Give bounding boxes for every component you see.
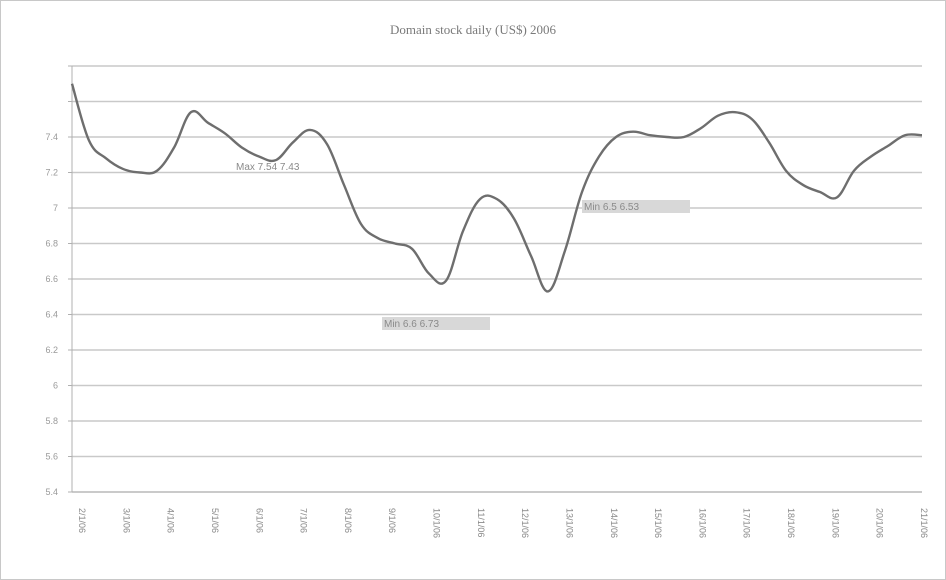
x-tick-label: 7/1/06: [299, 508, 309, 533]
y-tick-label: 7: [53, 203, 58, 213]
gridlines: [72, 65, 922, 493]
x-tick-label: 18/1/06: [786, 508, 796, 538]
series-layer: [70, 83, 923, 293]
annotation-label: Min 6.6 6.73: [384, 319, 439, 330]
y-tick-label: 7.2: [45, 168, 58, 178]
x-tick-label: 17/1/06: [742, 508, 752, 538]
y-tick-label: 7.4: [45, 132, 58, 142]
x-tick-label: 5/1/06: [210, 508, 220, 533]
annotations-layer: Max 7.54 7.43 Min 6.6 6.73 Min 6.5 6.53: [236, 162, 690, 330]
x-tick-label: 13/1/06: [564, 508, 574, 538]
y-tick-label: 6.6: [45, 274, 58, 284]
y-tick-label: 5.4: [45, 487, 58, 497]
y-tick-label: 6.4: [45, 310, 58, 320]
x-tick-label: 6/1/06: [254, 508, 264, 533]
annotation-label: Min 6.5 6.53: [584, 202, 639, 213]
x-tick-label: 14/1/06: [609, 508, 619, 538]
y-tick-label: 5.6: [45, 452, 58, 462]
x-tick-label: 12/1/06: [520, 508, 530, 538]
y-axis: 5.4 5.6 5.8 6 6.2 6.4 6.6 6.8 7 7.2 7.4: [45, 65, 922, 497]
annotation-bg: [382, 317, 490, 330]
y-tick-label: 6.8: [45, 239, 58, 249]
annotation-label: Max 7.54 7.43: [236, 162, 300, 173]
x-tick-label: 16/1/06: [697, 508, 707, 538]
y-tick-label: 6.2: [45, 345, 58, 355]
x-tick-label: 11/1/06: [476, 508, 486, 537]
x-tick-label: 9/1/06: [387, 508, 397, 533]
x-tick-label: 20/1/06: [875, 508, 885, 538]
x-tick-label: 3/1/06: [121, 508, 131, 533]
x-axis: 2/1/06 3/1/06 4/1/06 5/1/06 6/1/06 7/1/06 8/1/…: [77, 508, 929, 538]
x-tick-label: 19/1/06: [830, 508, 840, 538]
x-tick-label: 10/1/06: [432, 508, 442, 538]
y-tick-label: 6: [53, 381, 58, 391]
x-tick-label: 21/1/06: [919, 508, 929, 538]
y-tick-label: 5.8: [45, 416, 58, 426]
x-tick-label: 15/1/06: [653, 508, 663, 538]
chart-title: Domain stock daily (US$) 2006: [389, 22, 557, 37]
x-tick-label: 8/1/06: [343, 508, 353, 533]
x-tick-label: 4/1/06: [166, 508, 176, 533]
series-line: [70, 83, 923, 293]
annotation-bg: [582, 200, 690, 213]
x-tick-label: 2/1/06: [77, 508, 87, 533]
